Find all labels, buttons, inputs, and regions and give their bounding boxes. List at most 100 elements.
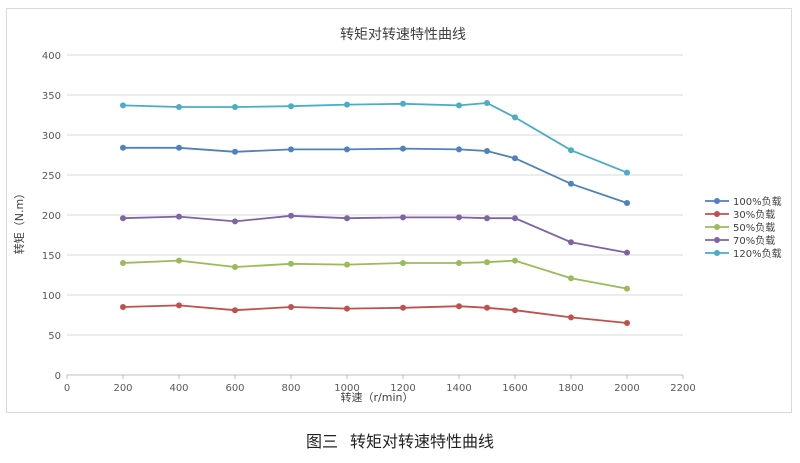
x-tick-600: 600	[225, 383, 244, 394]
data-point-3-4	[288, 260, 294, 267]
x-tick-800: 800	[281, 383, 300, 394]
figure-caption: 图三 转矩对转速特性曲线	[0, 428, 800, 452]
y-tick-100: 100	[42, 291, 61, 302]
data-point-4-9	[512, 215, 518, 222]
data-point-1-1	[120, 144, 126, 151]
data-point-4-6	[400, 214, 406, 221]
data-point-1-10	[568, 180, 574, 187]
series-5	[120, 100, 630, 176]
data-point-1-6	[400, 145, 406, 152]
data-point-2-2	[176, 302, 182, 309]
data-point-1-9	[512, 155, 518, 162]
data-point-4-2	[176, 213, 182, 220]
series-line-2	[122, 304, 628, 324]
axes	[66, 374, 684, 379]
data-point-1-3	[232, 148, 238, 155]
y-tick-300: 300	[42, 131, 61, 142]
data-point-5-10	[568, 147, 574, 154]
chart-title: 转矩对转速特性曲线	[340, 27, 466, 43]
data-point-1-11	[624, 200, 630, 206]
data-point-2-9	[512, 307, 518, 314]
x-tick-1400: 1400	[446, 383, 471, 394]
y-tick-50: 50	[48, 331, 61, 342]
data-point-5-5	[344, 101, 350, 108]
data-point-5-4	[288, 103, 294, 110]
figure-caption-text: 转矩对转速特性曲线	[350, 432, 495, 451]
data-point-2-5	[344, 305, 350, 312]
data-point-3-10	[568, 275, 574, 282]
x-tick-2200: 2200	[670, 383, 695, 394]
data-point-2-4	[288, 304, 294, 310]
data-point-4-4	[288, 212, 294, 219]
data-point-5-3	[232, 104, 238, 110]
data-point-4-7	[456, 214, 462, 221]
data-point-3-7	[456, 260, 462, 266]
x-tick-1000: 1000	[334, 383, 359, 394]
data-point-2-8	[484, 304, 490, 311]
x-tick-400: 400	[169, 383, 188, 394]
legend-marker-5	[714, 250, 720, 256]
data-point-5-6	[400, 100, 406, 107]
y-tick-0: 0	[55, 371, 61, 382]
data-point-3-6	[400, 260, 406, 266]
data-point-3-9	[512, 257, 518, 264]
legend-marker-1	[714, 198, 720, 204]
x-tick-0: 0	[64, 383, 70, 394]
legend-label-2: 30%负载	[733, 208, 775, 221]
legend-label-1: 100%负载	[733, 195, 782, 208]
data-point-3-1	[120, 260, 126, 266]
data-point-4-11	[624, 249, 630, 256]
y-tick-400: 400	[42, 51, 61, 62]
data-point-5-7	[456, 102, 462, 109]
data-point-2-7	[456, 303, 462, 310]
x-tick-1200: 1200	[390, 383, 415, 394]
series-1	[120, 144, 630, 206]
data-point-3-3	[232, 264, 238, 270]
y-tick-250: 250	[42, 171, 61, 182]
x-tick-labels: 0 200 400 600 800 1000 1200 1400 1600 1800 2000 220…	[64, 383, 696, 394]
data-point-1-7	[456, 146, 462, 153]
data-point-4-3	[232, 218, 238, 225]
x-axis-label: 转速（r/min）	[341, 390, 414, 404]
legend-label-5: 120%负载	[733, 247, 782, 260]
series-4	[120, 212, 630, 256]
chart-frame: 转矩对转速特性曲线 0 50 100 150 200 250 300 350 400 0 200 4…	[6, 8, 792, 413]
series-group	[120, 100, 630, 326]
data-point-2-6	[400, 304, 406, 311]
data-point-5-9	[512, 114, 518, 121]
data-point-3-2	[176, 257, 182, 264]
data-point-4-1	[120, 215, 126, 222]
data-point-1-2	[176, 144, 182, 151]
data-point-1-8	[484, 148, 490, 154]
legend-marker-2	[714, 211, 720, 217]
data-point-2-10	[568, 314, 574, 321]
y-axis-label: 转矩（N.m）	[12, 188, 26, 254]
series-3	[120, 257, 630, 292]
legend-label-3: 50%负载	[733, 221, 775, 234]
data-point-4-5	[344, 215, 350, 222]
torque-speed-chart: 转矩对转速特性曲线 0 50 100 150 200 250 300 350 400 0 200 4…	[12, 27, 782, 404]
data-point-4-10	[568, 239, 574, 246]
data-point-3-8	[484, 259, 490, 266]
data-point-2-11	[624, 320, 630, 326]
data-point-1-5	[344, 146, 350, 153]
x-tick-1600: 1600	[502, 383, 527, 394]
legend-item-2: 30%负载	[705, 208, 775, 221]
y-tick-150: 150	[42, 251, 61, 262]
y-tick-350: 350	[42, 91, 61, 102]
data-point-2-3	[232, 307, 238, 314]
legend-marker-4	[714, 237, 720, 243]
y-tick-200: 200	[42, 211, 61, 222]
x-tick-2000: 2000	[614, 383, 639, 394]
legend-item-5: 120%负载	[705, 247, 782, 260]
x-tick-200: 200	[113, 383, 132, 394]
data-point-5-8	[484, 100, 490, 106]
legend-item-4: 70%负载	[705, 234, 775, 247]
x-tick-1800: 1800	[558, 383, 583, 394]
data-point-3-5	[344, 261, 350, 268]
data-point-2-1	[120, 304, 126, 310]
legend-item-3: 50%负载	[705, 221, 775, 234]
legend-label-4: 70%负载	[733, 234, 775, 247]
gridlines	[67, 54, 683, 336]
